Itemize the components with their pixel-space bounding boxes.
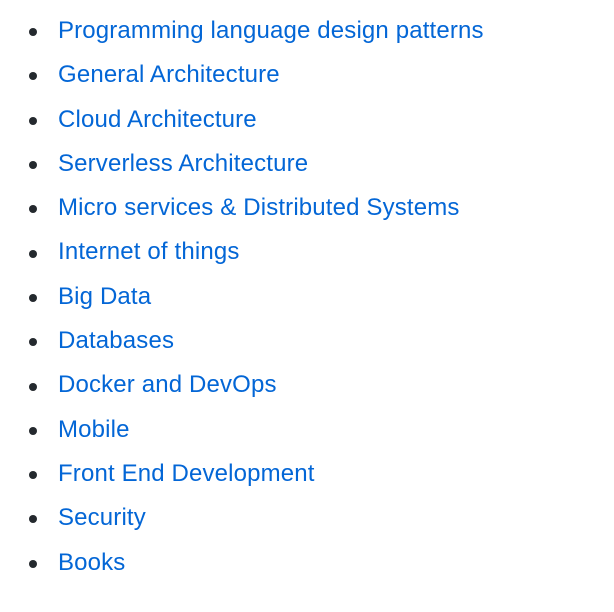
list-item-general-architecture: General Architecture — [0, 53, 614, 97]
link-micro-services-distributed-systems[interactable]: Micro services & Distributed Systems — [58, 194, 460, 222]
list-item-programming-language-design-patterns: Programming language design patterns — [0, 9, 614, 53]
bullet-icon — [29, 293, 37, 302]
bullet-icon — [29, 28, 37, 37]
bullet-icon — [29, 161, 37, 170]
bullet-icon — [29, 426, 37, 435]
link-front-end-development[interactable]: Front End Development — [58, 459, 315, 487]
bullet-icon — [29, 471, 37, 480]
topic-link-list: Programming language design patterns Gen… — [0, 9, 614, 585]
link-cloud-architecture[interactable]: Cloud Architecture — [58, 105, 257, 133]
bullet-icon — [29, 515, 37, 524]
link-internet-of-things[interactable]: Internet of things — [58, 238, 240, 266]
link-docker-and-devops[interactable]: Docker and DevOps — [58, 371, 277, 399]
bullet-icon — [29, 249, 37, 258]
link-databases[interactable]: Databases — [58, 327, 175, 355]
bullet-icon — [29, 559, 37, 568]
link-mobile[interactable]: Mobile — [58, 415, 130, 443]
list-item-big-data: Big Data — [0, 275, 614, 319]
list-item-internet-of-things: Internet of things — [0, 230, 614, 274]
list-item-micro-services-distributed-systems: Micro services & Distributed Systems — [0, 186, 614, 230]
list-item-serverless-architecture: Serverless Architecture — [0, 142, 614, 186]
list-item-security: Security — [0, 496, 614, 540]
link-serverless-architecture[interactable]: Serverless Architecture — [58, 149, 309, 177]
list-item-cloud-architecture: Cloud Architecture — [0, 98, 614, 142]
bullet-icon — [29, 205, 37, 214]
bullet-icon — [29, 382, 37, 391]
link-big-data[interactable]: Big Data — [58, 282, 152, 310]
bullet-icon — [29, 72, 37, 81]
link-general-architecture[interactable]: General Architecture — [58, 61, 280, 89]
list-item-books: Books — [0, 541, 614, 585]
bullet-icon — [29, 116, 37, 125]
list-item-docker-and-devops: Docker and DevOps — [0, 363, 614, 407]
link-books[interactable]: Books — [58, 548, 126, 576]
list-item-databases: Databases — [0, 319, 614, 363]
link-security[interactable]: Security — [58, 504, 146, 532]
link-programming-language-design-patterns[interactable]: Programming language design patterns — [58, 17, 484, 44]
list-item-mobile: Mobile — [0, 408, 614, 452]
bullet-icon — [29, 338, 37, 347]
list-item-front-end-development: Front End Development — [0, 452, 614, 496]
